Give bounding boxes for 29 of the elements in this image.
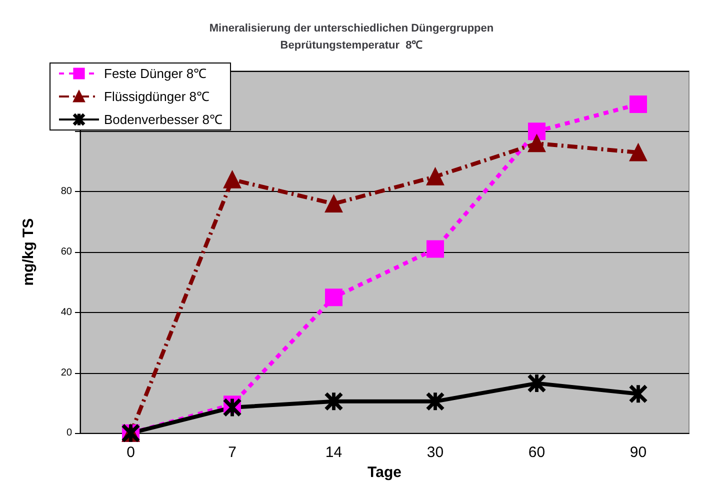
point xyxy=(426,168,444,186)
x-tick-label: 30 xyxy=(426,444,444,462)
y-tick-label: 80 xyxy=(60,186,72,198)
point xyxy=(528,374,546,392)
x-axis-title: Tage xyxy=(368,464,402,481)
y-tick-label: 40 xyxy=(60,306,72,318)
legend-label: Bodenverbesser 8℃ xyxy=(104,112,223,127)
x-tick-label: 60 xyxy=(528,444,546,462)
y-tick-label: 60 xyxy=(60,246,72,258)
y-tick-label: 20 xyxy=(60,367,72,378)
legend-label: Feste Dünger 8℃ xyxy=(104,66,207,81)
y-tick-label: 0 xyxy=(66,428,72,439)
point xyxy=(630,95,647,113)
x-tick-label: 90 xyxy=(630,444,647,462)
x-tick-label: 0 xyxy=(126,444,135,462)
point xyxy=(528,122,546,140)
point xyxy=(325,288,342,306)
chart-title: Mineralisierung der unterschiedlichen Düngergruppen xyxy=(209,22,494,34)
point xyxy=(528,134,546,152)
x-tick-label: 14 xyxy=(325,444,342,462)
legend-label: Flüssigdünger 8℃ xyxy=(104,89,210,104)
point xyxy=(426,240,444,258)
point xyxy=(325,195,342,213)
x-tick-label: 7 xyxy=(228,444,236,462)
point xyxy=(630,144,647,162)
point xyxy=(630,385,647,403)
point xyxy=(224,170,241,188)
chart-subtitle: Beprütungstemperatur 8℃ xyxy=(280,40,423,52)
y-axis-title: mg/kg TS xyxy=(20,218,37,286)
